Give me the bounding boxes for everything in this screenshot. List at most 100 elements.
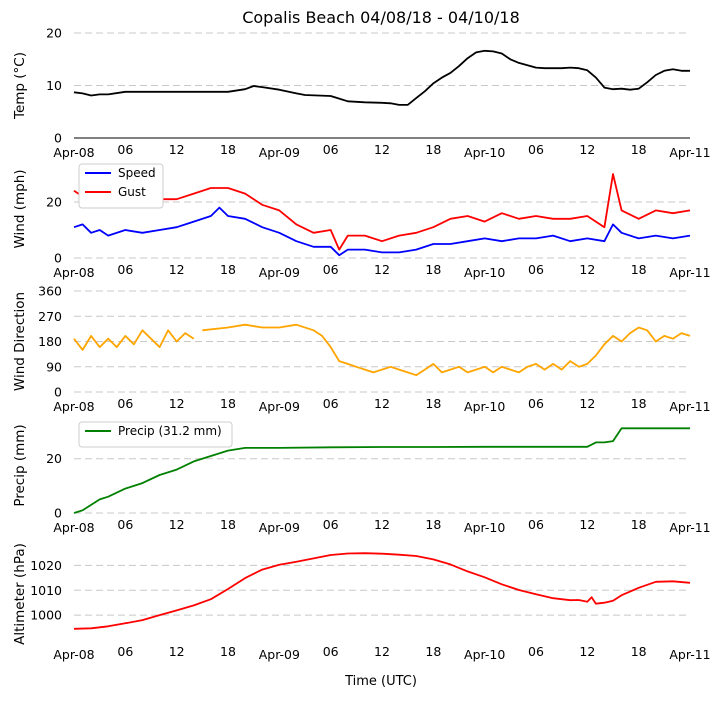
temp-series-line	[73, 49, 690, 106]
dir-y-tick-label: 360	[38, 284, 62, 299]
wind-x-tick-label: 18	[220, 262, 236, 277]
altim-x-tick-label: 06	[323, 644, 339, 659]
dir-y-tick-label: 180	[38, 334, 62, 349]
dir-x-tick-label: 06	[528, 396, 544, 411]
wind-x-tick-label: 12	[374, 262, 390, 277]
precip-x-tick-label: 06	[117, 517, 133, 532]
precip-x-tick-label: Apr-11	[669, 520, 710, 535]
wind-y-axis-label: Wind (mph)	[12, 169, 28, 248]
altim-x-tick-label: 06	[117, 644, 133, 659]
dir-y-tick-label: 270	[38, 309, 62, 324]
dir-x-tick-label: 06	[323, 396, 339, 411]
wind-x-tick-label: Apr-11	[669, 265, 710, 280]
temp-x-tick-label: 18	[425, 142, 441, 157]
temp-y-axis-label: Temp (°C)	[12, 52, 28, 120]
precip-x-tick-label: 18	[220, 517, 236, 532]
dir-x-tick-label: 06	[117, 396, 133, 411]
precip-y-axis-label: Precip (mm)	[12, 424, 28, 506]
temp-x-tick-label: Apr-09	[259, 145, 300, 160]
dir-x-tick-label: Apr-08	[53, 399, 94, 414]
dir-y-tick-label: 90	[46, 359, 62, 374]
wind-x-tick-label: 18	[631, 262, 647, 277]
dir-y-axis-label: Wind Direction	[12, 292, 28, 391]
wind-x-tick-label: 06	[323, 262, 339, 277]
altim-x-tick-label: 18	[425, 644, 441, 659]
dir-y-tick-label: 0	[54, 385, 62, 400]
altim-x-tick-label: Apr-08	[53, 647, 94, 662]
temp-x-tick-label: Apr-08	[53, 145, 94, 160]
wind-x-tick-label: Apr-10	[464, 265, 505, 280]
precip-x-tick-label: Apr-08	[53, 520, 94, 535]
altim-x-tick-label: 12	[579, 644, 595, 659]
precip-x-tick-label: 12	[579, 517, 595, 532]
precip-x-tick-label: Apr-09	[259, 520, 300, 535]
precip-series-line	[73, 427, 690, 514]
dir-series-line	[73, 329, 195, 351]
altim-x-tick-label: Apr-11	[669, 647, 710, 662]
x-axis-label: Time (UTC)	[345, 674, 417, 689]
chart-title: Copalis Beach 04/08/18 - 04/10/18	[242, 8, 520, 27]
altim-x-tick-label: 18	[631, 644, 647, 659]
temp-y-tick-label: 20	[46, 26, 62, 41]
temp-x-tick-label: Apr-10	[464, 145, 505, 160]
temp-x-tick-label: 06	[528, 142, 544, 157]
precip-legend-label: Precip (31.2 mm)	[118, 424, 222, 438]
altim-x-tick-label: 18	[220, 644, 236, 659]
temp-x-tick-label: 12	[374, 142, 390, 157]
precip-x-tick-label: 06	[528, 517, 544, 532]
altim-x-tick-label: Apr-10	[464, 647, 505, 662]
precip-x-tick-label: 12	[374, 517, 390, 532]
altim-y-tick-label: 1020	[30, 558, 62, 573]
dir-x-tick-label: 12	[374, 396, 390, 411]
dir-series-line	[202, 323, 691, 377]
precip-x-tick-label: 12	[169, 517, 185, 532]
wind-y-tick-label: 20	[46, 195, 62, 210]
wind-legend-label: Speed	[118, 166, 156, 180]
altim-x-tick-label: 06	[528, 644, 544, 659]
altim-x-tick-label: 12	[374, 644, 390, 659]
temp-x-tick-label: 18	[631, 142, 647, 157]
dir-x-tick-label: Apr-10	[464, 399, 505, 414]
precip-x-tick-label: 18	[631, 517, 647, 532]
temp-y-tick-label: 0	[54, 131, 62, 146]
precip-x-tick-label: 06	[323, 517, 339, 532]
altim-x-tick-label: 12	[169, 644, 185, 659]
dir-x-tick-label: Apr-09	[259, 399, 300, 414]
wind-x-tick-label: 12	[169, 262, 185, 277]
precip-y-tick-label: 0	[54, 506, 62, 521]
wind-x-tick-label: Apr-09	[259, 265, 300, 280]
altim-y-tick-label: 1000	[30, 608, 62, 623]
altim-x-tick-label: Apr-09	[259, 647, 300, 662]
precip-x-tick-label: 18	[425, 517, 441, 532]
wind-y-tick-label: 0	[54, 251, 62, 266]
dir-x-tick-label: 18	[425, 396, 441, 411]
temp-x-tick-label: 12	[579, 142, 595, 157]
wind-series-line	[73, 206, 691, 257]
altim-y-axis-label: Altimeter (hPa)	[12, 543, 28, 645]
wind-x-tick-label: 12	[579, 262, 595, 277]
wind-legend-box	[78, 163, 164, 209]
dir-x-tick-label: 12	[579, 396, 595, 411]
temp-x-tick-label: 06	[117, 142, 133, 157]
dir-x-tick-label: 12	[169, 396, 185, 411]
wind-series-line	[73, 173, 691, 251]
precip-legend-box	[78, 421, 233, 448]
wind-legend-label: Gust	[118, 185, 146, 199]
temp-x-tick-label: 18	[220, 142, 236, 157]
dir-x-tick-label: 18	[631, 396, 647, 411]
temp-x-tick-label: 12	[169, 142, 185, 157]
altim-y-tick-label: 1010	[30, 583, 62, 598]
wind-x-tick-label: 18	[425, 262, 441, 277]
altim-series-line	[73, 552, 691, 630]
wind-x-tick-label: Apr-08	[53, 265, 94, 280]
dir-x-tick-label: 18	[220, 396, 236, 411]
temp-x-tick-label: 06	[323, 142, 339, 157]
wind-x-tick-label: 06	[528, 262, 544, 277]
temp-y-tick-label: 10	[46, 78, 62, 93]
precip-y-tick-label: 20	[46, 451, 62, 466]
temp-x-tick-label: Apr-11	[669, 145, 710, 160]
dir-x-tick-label: Apr-11	[669, 399, 710, 414]
precip-x-tick-label: Apr-10	[464, 520, 505, 535]
